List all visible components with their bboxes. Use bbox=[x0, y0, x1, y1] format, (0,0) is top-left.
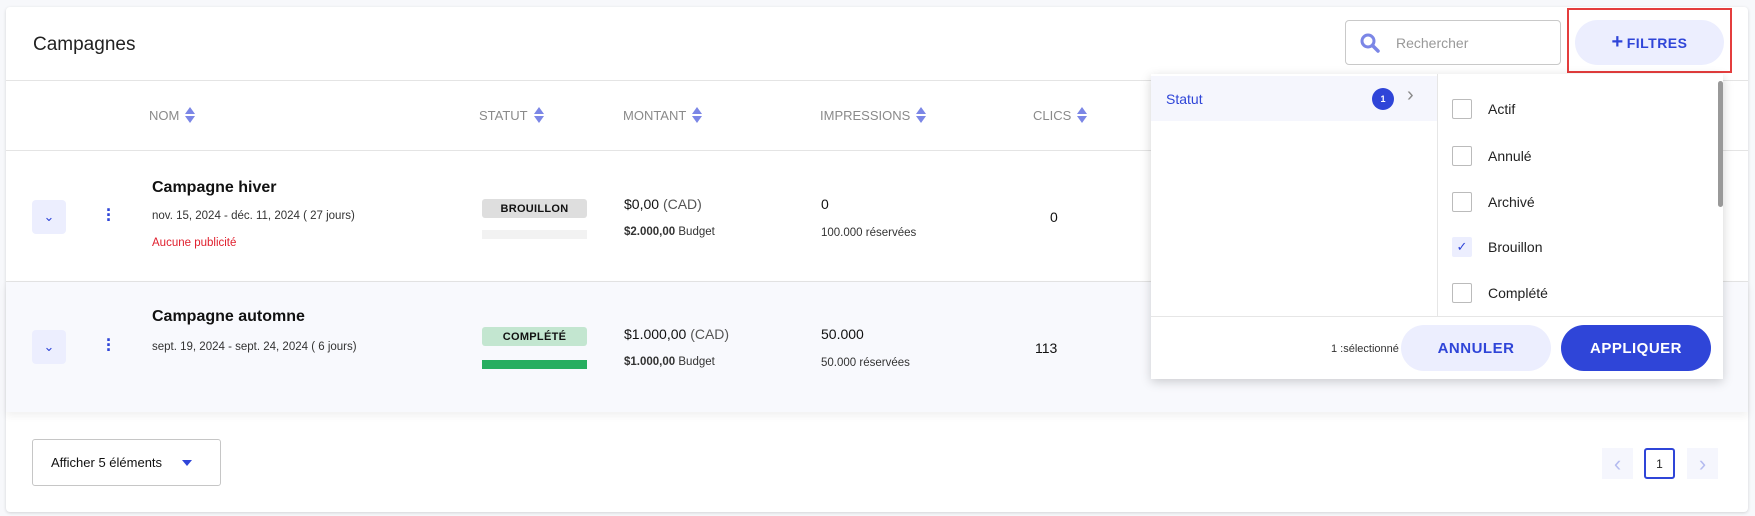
currency: (CAD) bbox=[662, 196, 702, 212]
next-page-button[interactable]: › bbox=[1687, 448, 1718, 479]
impressions: 0 bbox=[821, 196, 829, 212]
option-label: Archivé bbox=[1488, 194, 1535, 210]
progress-bar bbox=[482, 230, 587, 239]
status-badge: COMPLÉTÉ bbox=[482, 327, 587, 346]
campaign-warning: Aucune publicité bbox=[152, 237, 237, 249]
amount: $0,00 (CAD) bbox=[624, 196, 702, 212]
reserved-impressions: 50.000 réservées bbox=[821, 357, 910, 369]
category-label: Statut bbox=[1166, 90, 1203, 107]
column-header-montant[interactable]: MONTANT bbox=[623, 107, 703, 123]
budget-value: $1.000,00 bbox=[624, 356, 676, 368]
option-label: Actif bbox=[1488, 101, 1516, 117]
divider bbox=[1151, 316, 1723, 317]
filters-button[interactable]: + FILTRES bbox=[1575, 20, 1724, 65]
budget-value: $2.000,00 bbox=[624, 226, 676, 238]
column-label: IMPRESSIONS bbox=[820, 107, 911, 123]
search-input[interactable]: Rechercher bbox=[1345, 20, 1561, 65]
budget-label: Budget bbox=[678, 356, 715, 368]
page-1-button[interactable]: 1 bbox=[1644, 448, 1675, 479]
column-label: NOM bbox=[149, 107, 180, 123]
filter-option[interactable]: Actif bbox=[1452, 99, 1515, 119]
checkbox[interactable] bbox=[1452, 192, 1472, 212]
column-header-clics[interactable]: CLICS bbox=[1033, 107, 1088, 123]
prev-page-button[interactable]: ‹ bbox=[1602, 448, 1633, 479]
selected-count-badge: 1 bbox=[1372, 88, 1394, 110]
cancel-button[interactable]: ANNULER bbox=[1401, 325, 1551, 371]
checkbox[interactable] bbox=[1452, 99, 1472, 119]
campaign-dates: sept. 19, 2024 - sept. 24, 2024 ( 6 jour… bbox=[152, 341, 357, 353]
sort-icon[interactable] bbox=[692, 107, 703, 123]
clicks: 113 bbox=[1035, 340, 1058, 356]
budget: $2.000,00 Budget bbox=[624, 226, 715, 238]
amount: $1.000,00 (CAD) bbox=[624, 326, 729, 342]
column-label: CLICS bbox=[1033, 107, 1072, 123]
column-header-nom[interactable]: NOM bbox=[149, 107, 196, 123]
budget-label: Budget bbox=[678, 226, 715, 238]
sort-icon[interactable] bbox=[916, 107, 927, 123]
campaign-name[interactable]: Campagne hiver bbox=[152, 179, 277, 196]
selected-count-text: 1 :sélectionné bbox=[1331, 343, 1399, 355]
expand-row-button[interactable]: ⌄ bbox=[32, 200, 66, 234]
filter-dropdown: Statut 1 › Actif Annulé Archivé ✓ Brouillon C… bbox=[1151, 74, 1723, 379]
more-options-icon[interactable]: · · · bbox=[106, 200, 112, 230]
page-title: Campagnes bbox=[33, 34, 136, 55]
status-badge: BROUILLON bbox=[482, 199, 587, 218]
page-size-label: Afficher 5 éléments bbox=[51, 455, 163, 470]
checkbox[interactable] bbox=[1452, 283, 1472, 303]
column-label: STATUT bbox=[479, 107, 528, 123]
amount-value: $1.000,00 bbox=[624, 326, 687, 342]
divider bbox=[1437, 74, 1438, 316]
more-options-icon[interactable]: · · · bbox=[106, 330, 112, 360]
divider bbox=[6, 150, 1748, 151]
column-header-impressions[interactable]: IMPRESSIONS bbox=[820, 107, 927, 123]
budget: $1.000,00 Budget bbox=[624, 356, 715, 368]
option-label: Brouillon bbox=[1488, 239, 1543, 255]
check-icon: ✓ bbox=[1456, 239, 1468, 254]
filter-option[interactable]: Complété bbox=[1452, 283, 1548, 303]
reserved-impressions: 100.000 réservées bbox=[821, 227, 917, 239]
chevron-down-icon: ⌄ bbox=[43, 209, 55, 224]
search-icon bbox=[1360, 33, 1380, 53]
sort-icon[interactable] bbox=[1077, 107, 1088, 123]
checkbox[interactable] bbox=[1452, 146, 1472, 166]
column-header-statut[interactable]: STATUT bbox=[479, 107, 544, 123]
apply-button[interactable]: APPLIQUER bbox=[1561, 325, 1711, 371]
column-label: MONTANT bbox=[623, 107, 687, 123]
divider bbox=[6, 281, 1748, 282]
clicks: 0 bbox=[1050, 209, 1058, 225]
sort-icon[interactable] bbox=[185, 107, 196, 123]
plus-icon: + bbox=[1611, 31, 1624, 53]
progress-fill bbox=[482, 360, 587, 369]
filter-option[interactable]: Archivé bbox=[1452, 192, 1535, 212]
page-size-select[interactable]: Afficher 5 éléments bbox=[32, 439, 221, 486]
divider bbox=[6, 80, 1748, 81]
chevron-right-icon: › bbox=[1407, 84, 1414, 106]
option-label: Complété bbox=[1488, 285, 1548, 301]
campaign-dates: nov. 15, 2024 - déc. 11, 2024 ( 27 jours… bbox=[152, 210, 355, 222]
checkbox[interactable]: ✓ bbox=[1452, 237, 1472, 257]
search-placeholder: Rechercher bbox=[1396, 34, 1469, 51]
currency: (CAD) bbox=[690, 326, 730, 342]
highlight-box bbox=[1567, 8, 1732, 73]
sort-icon[interactable] bbox=[533, 107, 544, 123]
campaign-name[interactable]: Campagne automne bbox=[152, 308, 305, 325]
chevron-down-icon: ⌄ bbox=[43, 339, 55, 354]
impressions: 50.000 bbox=[821, 326, 864, 342]
caret-down-icon bbox=[182, 459, 193, 466]
progress-bar bbox=[482, 360, 587, 369]
expand-row-button[interactable]: ⌄ bbox=[32, 330, 66, 364]
chevron-right-icon: › bbox=[1698, 450, 1707, 476]
option-label: Annulé bbox=[1488, 148, 1532, 164]
chevron-left-icon: ‹ bbox=[1613, 450, 1622, 476]
filter-option[interactable]: ✓ Brouillon bbox=[1452, 237, 1542, 257]
filter-category-statut[interactable]: Statut 1 › bbox=[1151, 76, 1437, 121]
amount-value: $0,00 bbox=[624, 196, 660, 212]
filter-option[interactable]: Annulé bbox=[1452, 146, 1532, 166]
filters-label: FILTRES bbox=[1626, 34, 1688, 51]
scrollbar[interactable] bbox=[1718, 81, 1723, 207]
